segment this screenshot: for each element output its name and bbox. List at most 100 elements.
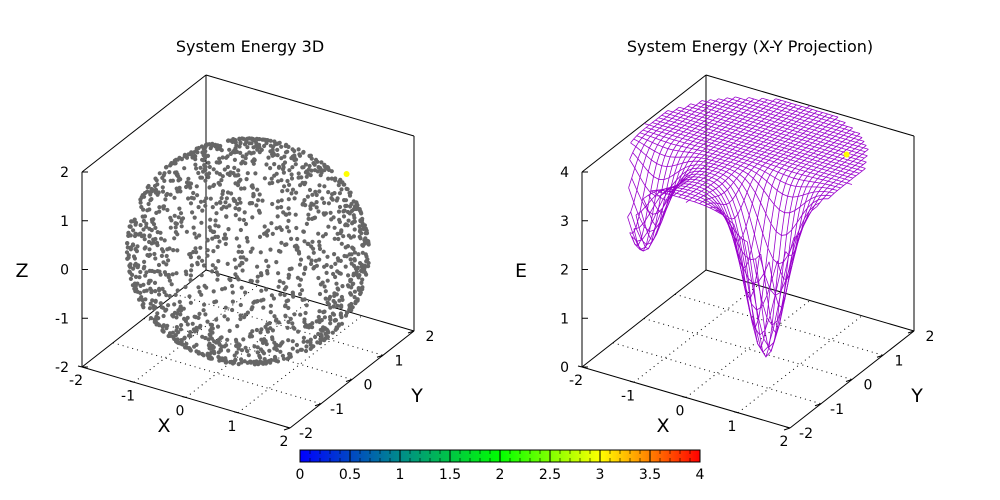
scatter-point xyxy=(147,239,152,245)
scatter-point xyxy=(298,312,303,317)
scatter-point xyxy=(314,200,319,205)
scatter-point xyxy=(248,359,253,364)
mesh-line xyxy=(709,113,828,220)
scatter-point xyxy=(188,278,193,283)
scatter-point xyxy=(359,231,364,236)
scatter-point xyxy=(198,323,203,328)
scatter-point xyxy=(235,183,241,188)
x-tick-mark xyxy=(129,380,135,383)
scatter-point xyxy=(325,278,330,283)
scatter-point xyxy=(256,208,262,213)
scatter-point xyxy=(157,205,162,210)
scatter-point xyxy=(238,313,243,318)
scatter-point xyxy=(287,182,292,187)
scatter-point xyxy=(210,229,215,234)
scatter-point xyxy=(303,162,308,167)
scatter-point xyxy=(282,184,287,189)
scatter-point xyxy=(348,204,353,209)
scatter-point xyxy=(270,148,275,154)
scatter-point xyxy=(218,200,223,205)
scatter-point xyxy=(243,156,248,161)
scatter-point xyxy=(245,239,250,244)
scatter-point xyxy=(190,321,195,326)
scatter-point xyxy=(317,189,322,194)
scatter-point xyxy=(289,156,294,161)
scatter-point xyxy=(165,247,170,252)
scatter-point xyxy=(238,302,243,308)
scatter-point xyxy=(260,340,266,345)
y-tick-label: 1 xyxy=(895,353,904,369)
scatter-point xyxy=(361,243,366,248)
scatter-point xyxy=(316,209,321,214)
scatter-point xyxy=(186,176,191,181)
scatter-point xyxy=(200,352,205,357)
scatter-point xyxy=(274,226,279,231)
scatter-point xyxy=(251,194,256,199)
scatter-point xyxy=(165,323,170,328)
mesh-line xyxy=(628,103,691,188)
scatter-point xyxy=(239,348,245,353)
scatter-point xyxy=(125,241,130,246)
scatter-point xyxy=(301,339,306,344)
scatter-point xyxy=(308,346,313,351)
scatter-point xyxy=(307,153,312,158)
scatter-point xyxy=(230,307,235,313)
scatter-point xyxy=(323,331,328,336)
mesh-line xyxy=(777,141,865,281)
scatter-point xyxy=(223,305,228,310)
scatter-point xyxy=(225,138,231,143)
scatter-point xyxy=(233,357,238,362)
scatter-point xyxy=(153,298,158,303)
scatter-point xyxy=(126,253,131,258)
scatter-point xyxy=(281,356,286,361)
mesh-line xyxy=(648,98,755,213)
z-tick-label: -2 xyxy=(55,360,69,376)
scatter-point xyxy=(307,187,313,193)
scatter-point xyxy=(196,350,201,355)
scatter-point xyxy=(249,141,254,146)
scatter-point xyxy=(156,190,161,195)
scatter-point xyxy=(199,175,205,180)
scatter-point xyxy=(234,143,239,148)
scatter-point xyxy=(292,153,297,158)
z-tick-label: 2 xyxy=(60,165,69,181)
scatter-point xyxy=(127,264,133,269)
scatter-point xyxy=(179,224,184,229)
scatter-point xyxy=(329,264,334,269)
scatter-point xyxy=(300,297,305,302)
scatter-point xyxy=(305,339,310,344)
y-tick-mark xyxy=(345,379,353,382)
y-tick-label: -1 xyxy=(330,402,344,418)
scatter-point xyxy=(159,236,164,241)
scatter-point xyxy=(213,218,218,223)
scatter-point xyxy=(245,349,250,354)
scatter-point xyxy=(338,179,343,184)
scatter-point xyxy=(286,229,292,234)
scatter-point xyxy=(228,170,233,175)
scatter-point xyxy=(196,145,201,151)
scatter-point xyxy=(283,314,288,319)
scatter-point xyxy=(262,224,267,229)
scatter-point xyxy=(153,176,158,181)
scatter-point xyxy=(352,295,357,300)
scatter-point xyxy=(175,232,180,237)
scatter-point xyxy=(207,164,212,170)
scatter-point xyxy=(210,269,215,274)
scatter-point xyxy=(306,216,311,221)
scatter-point xyxy=(253,171,258,176)
highlight-point xyxy=(843,151,850,158)
scatter-point xyxy=(325,335,330,340)
scatter-point xyxy=(154,210,159,215)
scatter-point xyxy=(339,303,344,308)
scatter-point xyxy=(216,354,221,360)
scatter-point xyxy=(285,325,290,330)
scatter-point xyxy=(160,328,165,333)
scatter-point xyxy=(259,288,264,293)
scatter-point xyxy=(332,236,337,241)
scatter-point xyxy=(343,264,348,269)
scatter-point xyxy=(234,343,239,348)
scatter-point xyxy=(285,188,290,193)
scatter-point xyxy=(319,170,324,175)
scatter-point xyxy=(259,298,264,303)
scatter-point xyxy=(309,244,314,249)
